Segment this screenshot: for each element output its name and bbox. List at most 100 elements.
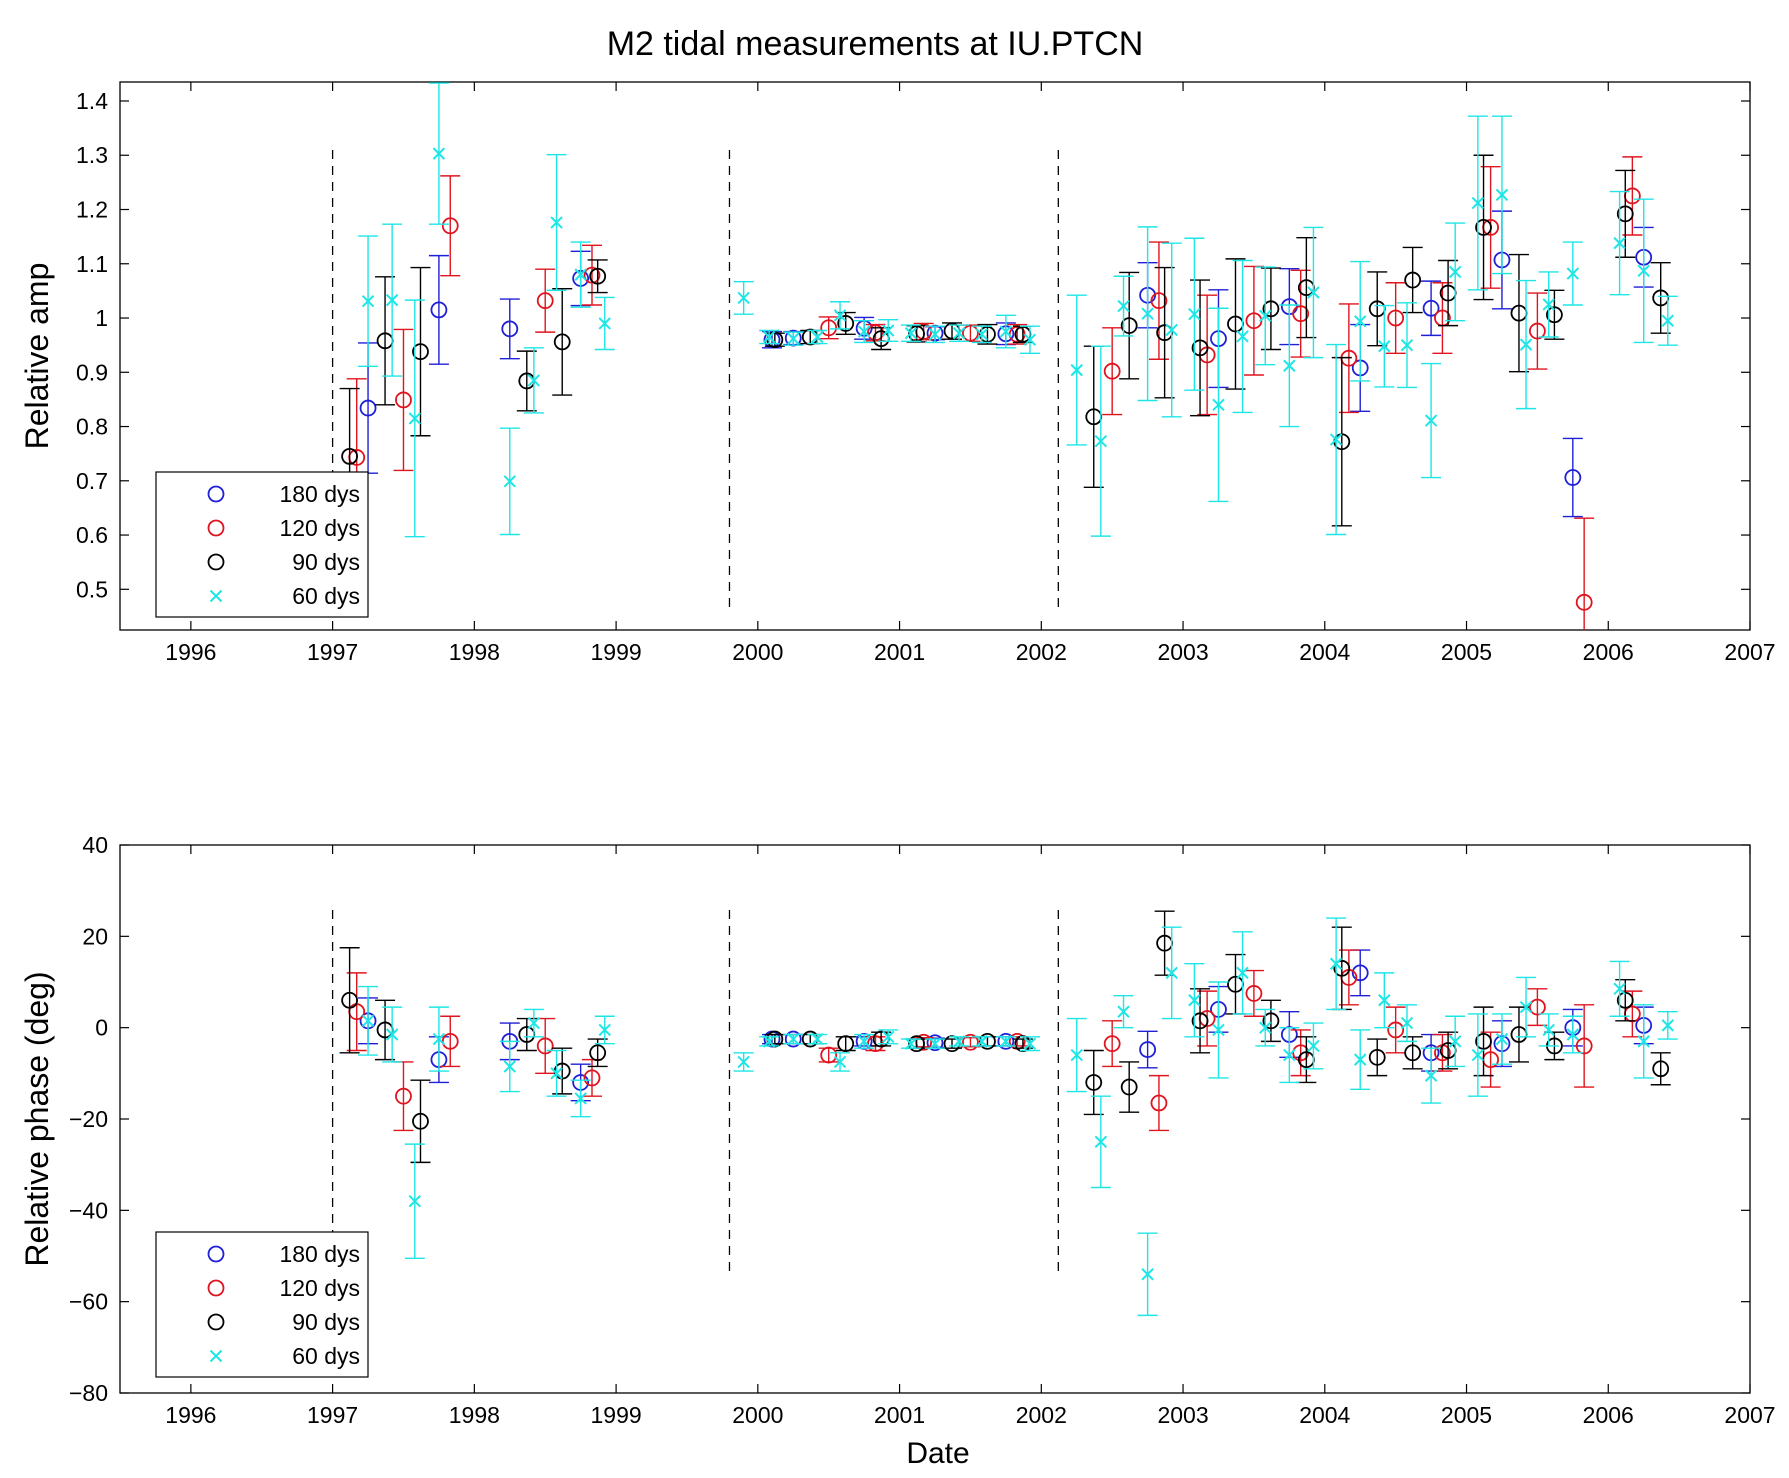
y-tick-label: −20 — [69, 1106, 108, 1132]
y-tick-label: −80 — [69, 1380, 108, 1406]
data-point — [1661, 1019, 1674, 1032]
data-point — [737, 291, 750, 305]
y-tick-label: 1.4 — [76, 88, 108, 114]
data-point — [589, 267, 607, 285]
data-point — [1404, 1044, 1422, 1062]
x-tick-label: 1997 — [307, 1402, 358, 1428]
data-point — [1236, 330, 1249, 343]
data-point — [1262, 300, 1280, 318]
data-point — [1188, 308, 1201, 321]
data-point — [820, 319, 838, 337]
data-point — [1519, 338, 1533, 351]
data-point — [1307, 1039, 1320, 1053]
phase-panel: 1996 1997 1998 1999 2000 2001 2002 2003 2004 2005… — [19, 832, 1776, 1428]
data-point — [1094, 434, 1108, 448]
axes-frame — [119, 81, 1751, 631]
data-point — [1564, 469, 1582, 486]
data-point — [395, 391, 412, 409]
data-layer — [339, 82, 1678, 630]
data-point — [361, 1014, 375, 1028]
data-point — [412, 343, 429, 361]
data-point — [1283, 1048, 1296, 1062]
data-point — [1307, 286, 1320, 299]
legend-label: 120 dys — [279, 1275, 360, 1301]
x-tick-label: 1996 — [165, 1402, 216, 1428]
x-tick-label: 2003 — [1157, 639, 1208, 665]
data-point — [1613, 982, 1626, 996]
y-axis-label: Relative amp — [19, 263, 55, 450]
data-point — [1368, 1048, 1386, 1066]
data-point — [1528, 322, 1546, 340]
data-point — [598, 317, 611, 330]
data-point — [501, 320, 519, 338]
data-point — [999, 325, 1013, 338]
data-point — [536, 1037, 554, 1055]
y-tick-label: 1.1 — [76, 251, 108, 277]
y-tick-label: 0.7 — [76, 468, 108, 494]
data-point — [1495, 188, 1509, 202]
data-point — [811, 1032, 824, 1046]
data-point — [882, 324, 895, 337]
data-point — [1023, 333, 1037, 346]
y-tick-label: 1 — [95, 305, 108, 331]
data-point — [1661, 314, 1674, 327]
x-tick-label: 1997 — [307, 639, 358, 665]
x-tick-label: 2005 — [1441, 639, 1492, 665]
data-point — [837, 315, 855, 332]
data-point — [589, 1044, 607, 1062]
data-point — [441, 217, 459, 235]
data-point — [1103, 1035, 1121, 1053]
x-tick-label: 2005 — [1441, 1402, 1492, 1428]
data-point — [1070, 363, 1083, 377]
data-point — [762, 330, 776, 344]
data-layer — [339, 910, 1678, 1317]
data-point — [1422, 299, 1440, 317]
data-point — [928, 328, 942, 341]
y-tick-label: 20 — [82, 923, 108, 949]
data-point — [1354, 315, 1367, 328]
data-point — [1424, 414, 1438, 427]
y-tick-label: 0 — [95, 1015, 108, 1041]
data-point — [1117, 1005, 1130, 1018]
x-tick-label: 2001 — [874, 639, 925, 665]
data-point — [1236, 966, 1249, 980]
x-tick-label: 1999 — [591, 639, 642, 665]
data-point — [1085, 1074, 1103, 1091]
data-point — [550, 1067, 563, 1080]
data-point — [341, 447, 359, 465]
data-point — [904, 1037, 918, 1050]
data-point — [784, 1030, 802, 1048]
data-point — [1150, 1094, 1168, 1112]
data-point — [1070, 1048, 1083, 1062]
data-point — [359, 399, 377, 417]
legend-label: 90 dys — [292, 549, 360, 575]
data-point — [997, 1032, 1015, 1050]
data-point — [1637, 264, 1650, 278]
data-point — [1546, 306, 1563, 324]
data-point — [762, 1035, 776, 1048]
data-point — [1400, 1016, 1414, 1030]
data-point — [341, 991, 359, 1009]
data-point — [962, 324, 979, 342]
data-point — [1150, 292, 1168, 310]
data-point — [1259, 309, 1272, 323]
data-point — [432, 147, 446, 160]
x-tick-label: 2007 — [1724, 639, 1775, 665]
legend-label: 90 dys — [292, 1309, 360, 1335]
data-point — [1188, 994, 1201, 1007]
x-tick-label: 1999 — [591, 1402, 642, 1428]
data-point — [867, 324, 884, 342]
data-point — [1475, 219, 1492, 236]
data-point — [1378, 994, 1391, 1007]
data-point — [1191, 1012, 1209, 1030]
y-tick-label: 0.8 — [76, 414, 108, 440]
data-point — [837, 1035, 855, 1053]
y-tick-label: 1.3 — [76, 142, 108, 168]
data-point — [833, 1055, 847, 1069]
data-point — [928, 1037, 942, 1050]
x-axis-label: Date — [906, 1437, 969, 1470]
x-tick-label: 2002 — [1016, 1402, 1067, 1428]
x-tick-label: 1998 — [449, 639, 500, 665]
data-point — [1329, 957, 1343, 970]
y-tick-label: −60 — [69, 1289, 108, 1315]
